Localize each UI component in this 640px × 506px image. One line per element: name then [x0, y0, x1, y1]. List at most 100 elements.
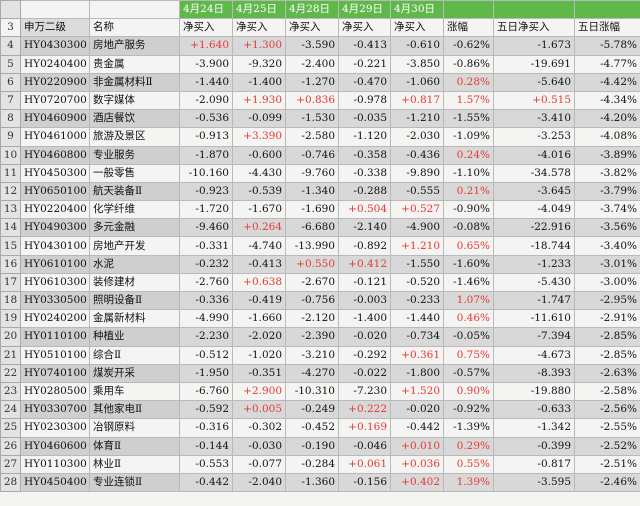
cell-code[interactable]: HY0280500 [20, 381, 90, 402]
cell-five-day-change[interactable]: -3.40% [574, 236, 640, 256]
cell-five-day-change[interactable]: -2.85% [574, 345, 640, 365]
cell-net-buy-4[interactable]: -0.413 [338, 36, 391, 56]
cell-net-buy-4[interactable]: -0.358 [338, 145, 391, 165]
cell-change[interactable]: -1.46% [443, 272, 494, 293]
cell-net-buy-1[interactable]: -0.536 [179, 109, 233, 129]
cell-five-day-change[interactable]: -2.56% [574, 400, 640, 420]
cell-net-buy-5[interactable]: -0.734 [390, 327, 444, 347]
cell-net-buy-3[interactable]: -4.270 [285, 363, 339, 383]
cell-net-buy-1[interactable]: -0.336 [179, 290, 233, 311]
cell-net-buy-3[interactable]: -1.690 [285, 200, 339, 220]
row-number[interactable]: 14 [0, 218, 21, 238]
cell-code[interactable]: HY0330500 [20, 290, 90, 311]
cell-five-day-net-buy[interactable]: -22.916 [493, 218, 575, 238]
cell-name[interactable]: 水泥 [89, 254, 180, 274]
cell-net-buy-4[interactable]: -1.120 [338, 127, 391, 147]
cell-change[interactable]: -1.09% [443, 127, 494, 147]
cell-net-buy-5[interactable]: -1.550 [390, 254, 444, 274]
cell-name[interactable]: 一般零售 [89, 163, 180, 183]
cell-code[interactable]: HY0720700 [20, 90, 90, 111]
cell-net-buy-3[interactable]: +0.550 [285, 254, 339, 274]
header-net-buy-5[interactable]: 净买入 [390, 18, 444, 38]
cell-five-day-net-buy[interactable]: -3.595 [493, 472, 575, 493]
cell-net-buy-2[interactable]: -0.030 [232, 436, 286, 456]
cell-net-buy-2[interactable]: -0.302 [232, 418, 286, 438]
cell-net-buy-2[interactable]: +0.638 [232, 272, 286, 293]
cell-code[interactable]: HY0450300 [20, 163, 90, 183]
cell-code[interactable]: HY0490300 [20, 218, 90, 238]
cell[interactable] [574, 0, 640, 20]
cell-net-buy-3[interactable]: +0.836 [285, 90, 339, 111]
cell-net-buy-4[interactable]: -1.400 [338, 309, 391, 329]
cell-five-day-net-buy[interactable]: -19.691 [493, 54, 575, 74]
cell-net-buy-4[interactable]: -0.022 [338, 363, 391, 383]
cell-net-buy-1[interactable]: -1.440 [179, 72, 233, 92]
cell-net-buy-5[interactable]: +0.402 [390, 472, 444, 493]
row-number[interactable]: 15 [0, 236, 21, 256]
cell-change[interactable]: 1.39% [443, 472, 494, 493]
cell-net-buy-5[interactable]: -4.900 [390, 218, 444, 238]
date-header-4[interactable]: 4月29日 [338, 0, 391, 20]
cell-net-buy-1[interactable]: -0.553 [179, 454, 233, 474]
date-header-2[interactable]: 4月25日 [232, 0, 286, 20]
cell-net-buy-3[interactable]: -0.746 [285, 145, 339, 165]
row-number[interactable]: 16 [0, 254, 21, 274]
cell-net-buy-2[interactable]: -1.020 [232, 345, 286, 365]
cell-name[interactable]: 数字媒体 [89, 90, 180, 111]
row-number[interactable]: 17 [0, 272, 21, 293]
cell-change[interactable]: -0.05% [443, 327, 494, 347]
cell-net-buy-3[interactable]: -2.120 [285, 309, 339, 329]
row-number[interactable]: 24 [0, 400, 21, 420]
cell-net-buy-4[interactable]: -0.288 [338, 181, 391, 202]
cell-net-buy-5[interactable]: -0.233 [390, 290, 444, 311]
cell-net-buy-3[interactable]: -0.190 [285, 436, 339, 456]
cell-net-buy-4[interactable]: -0.156 [338, 472, 391, 493]
cell-name[interactable]: 专业连锁Ⅱ [89, 472, 180, 493]
cell-five-day-change[interactable]: -3.79% [574, 181, 640, 202]
row-number[interactable]: 5 [0, 54, 21, 74]
cell-change[interactable]: 0.55% [443, 454, 494, 474]
row-number[interactable]: 19 [0, 309, 21, 329]
cell-name[interactable]: 贵金属 [89, 54, 180, 74]
cell-net-buy-2[interactable]: -0.099 [232, 109, 286, 129]
cell-net-buy-5[interactable]: -1.440 [390, 309, 444, 329]
cell-net-buy-3[interactable]: -13.990 [285, 236, 339, 256]
cell-five-day-change[interactable]: -4.08% [574, 127, 640, 147]
header-net-buy-2[interactable]: 净买入 [232, 18, 286, 38]
cell-net-buy-2[interactable]: +0.264 [232, 218, 286, 238]
cell[interactable] [20, 0, 90, 20]
cell-change[interactable]: -1.10% [443, 163, 494, 183]
cell-five-day-change[interactable]: -2.85% [574, 327, 640, 347]
cell-name[interactable]: 乘用车 [89, 381, 180, 402]
cell-change[interactable]: -0.08% [443, 218, 494, 238]
cell-five-day-net-buy[interactable]: -4.016 [493, 145, 575, 165]
row-number[interactable]: 6 [0, 72, 21, 92]
cell-five-day-change[interactable]: -3.01% [574, 254, 640, 274]
row-number[interactable]: 11 [0, 163, 21, 183]
cell-change[interactable]: 1.07% [443, 290, 494, 311]
cell-net-buy-5[interactable]: -0.436 [390, 145, 444, 165]
row-number[interactable]: 26 [0, 436, 21, 456]
cell-five-day-net-buy[interactable]: -4.049 [493, 200, 575, 220]
cell-five-day-net-buy[interactable]: -11.610 [493, 309, 575, 329]
cell-net-buy-5[interactable]: -9.890 [390, 163, 444, 183]
row-number[interactable]: 7 [0, 90, 21, 111]
cell-net-buy-4[interactable]: -0.338 [338, 163, 391, 183]
cell-five-day-net-buy[interactable]: -3.253 [493, 127, 575, 147]
cell-net-buy-5[interactable]: +0.817 [390, 90, 444, 111]
cell-five-day-change[interactable]: -3.00% [574, 272, 640, 293]
cell-code[interactable]: HY0220900 [20, 72, 90, 92]
cell-five-day-change[interactable]: -3.56% [574, 218, 640, 238]
cell-change[interactable]: 0.65% [443, 236, 494, 256]
cell-change[interactable]: 0.28% [443, 72, 494, 92]
row-number[interactable]: 10 [0, 145, 21, 165]
cell-code[interactable]: HY0450400 [20, 472, 90, 493]
cell-name[interactable]: 酒店餐饮 [89, 109, 180, 129]
cell-net-buy-2[interactable]: -4.740 [232, 236, 286, 256]
cell-five-day-change[interactable]: -4.42% [574, 72, 640, 92]
cell-name[interactable]: 冶钢原料 [89, 418, 180, 438]
cell-code[interactable]: HY0610300 [20, 272, 90, 293]
cell-net-buy-2[interactable]: -2.040 [232, 472, 286, 493]
cell-change[interactable]: -1.55% [443, 109, 494, 129]
cell-net-buy-3[interactable]: -0.249 [285, 400, 339, 420]
